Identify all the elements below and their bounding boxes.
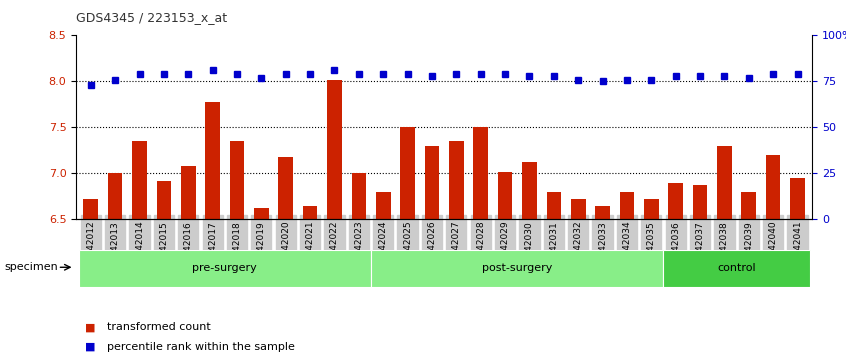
- Bar: [84, 199, 98, 354]
- Bar: [644, 199, 659, 354]
- Bar: [741, 192, 756, 354]
- Bar: [371, 250, 663, 287]
- Text: ■: ■: [85, 322, 95, 332]
- Bar: [157, 181, 171, 354]
- Text: control: control: [717, 263, 756, 273]
- Text: pre-surgery: pre-surgery: [192, 263, 257, 273]
- Bar: [181, 166, 195, 354]
- Bar: [229, 141, 244, 354]
- Text: percentile rank within the sample: percentile rank within the sample: [107, 342, 294, 352]
- Text: ■: ■: [85, 342, 95, 352]
- Bar: [571, 199, 585, 354]
- Bar: [376, 192, 391, 354]
- Text: transformed count: transformed count: [107, 322, 211, 332]
- Bar: [79, 250, 371, 287]
- Bar: [693, 184, 707, 354]
- Bar: [254, 209, 269, 354]
- Bar: [474, 127, 488, 354]
- Bar: [547, 192, 561, 354]
- Bar: [522, 162, 536, 354]
- Bar: [132, 141, 147, 354]
- Text: post-surgery: post-surgery: [482, 263, 552, 273]
- Bar: [449, 141, 464, 354]
- Bar: [668, 183, 683, 354]
- Bar: [278, 157, 293, 354]
- Bar: [352, 173, 366, 354]
- Bar: [206, 102, 220, 354]
- Bar: [619, 192, 634, 354]
- Bar: [497, 172, 513, 354]
- Bar: [596, 206, 610, 354]
- Bar: [400, 127, 415, 354]
- Bar: [303, 206, 317, 354]
- Bar: [790, 178, 805, 354]
- Bar: [107, 173, 123, 354]
- Text: specimen: specimen: [4, 262, 58, 272]
- Text: GDS4345 / 223153_x_at: GDS4345 / 223153_x_at: [76, 11, 228, 24]
- Bar: [766, 155, 781, 354]
- Bar: [663, 250, 810, 287]
- Bar: [717, 146, 732, 354]
- Bar: [327, 80, 342, 354]
- Bar: [425, 146, 439, 354]
